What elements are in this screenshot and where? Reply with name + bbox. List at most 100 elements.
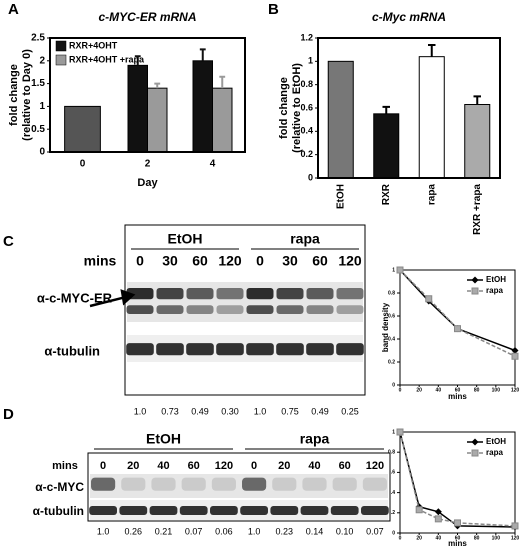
y-tick-label: 0.2: [388, 510, 395, 516]
x-tick-label: EtOH: [335, 184, 346, 209]
band: [151, 477, 176, 491]
bar: [147, 87, 168, 153]
y-tick-label: 0.6: [300, 102, 313, 112]
band: [336, 288, 364, 300]
x-tick-label: 60: [455, 387, 461, 393]
y-axis-label: (relative to Day 0): [21, 49, 33, 141]
bar: [418, 56, 445, 179]
quantification: 0.73: [161, 406, 179, 416]
band: [156, 343, 184, 356]
x-tick-label: 120: [511, 387, 520, 393]
x-tick-label: 80: [474, 387, 480, 393]
marker: [434, 515, 442, 523]
quantification: 0.10: [336, 526, 354, 536]
marker: [425, 295, 433, 303]
bar: [212, 87, 233, 153]
legend-label: rapa: [486, 448, 503, 457]
row-label: α-c-MYC: [35, 480, 84, 494]
plot-frame: [49, 37, 246, 153]
series-line: [399, 431, 516, 527]
band: [336, 343, 364, 356]
lane-label: 120: [215, 460, 233, 472]
y-tick-label: 0.6: [388, 313, 395, 319]
band: [216, 288, 244, 300]
quantification: 0.49: [311, 406, 329, 416]
bar: [464, 104, 491, 179]
quantification: 0.21: [155, 526, 173, 536]
y-tick-label: 1: [308, 56, 313, 66]
x-tick-label: 40: [436, 387, 442, 393]
y-axis-label: fold change: [278, 77, 290, 139]
band: [91, 477, 116, 491]
band: [89, 506, 117, 515]
quantification: 0.23: [276, 526, 294, 536]
error-bar: [473, 95, 482, 105]
marker: [454, 325, 461, 333]
x-tick-label: 40: [436, 535, 442, 541]
x-tick-label: 60: [455, 535, 461, 541]
series-line: [399, 269, 516, 357]
lane-axis-label: mins: [52, 460, 78, 472]
group-label: rapa: [300, 431, 330, 447]
x-tick-label: rapa: [426, 184, 437, 206]
row-label: α-tubulin: [44, 343, 100, 358]
y-tick-label: 2: [39, 55, 45, 66]
marker: [396, 266, 404, 274]
group-label: rapa: [290, 231, 320, 247]
x-tick-label: RXR +rapa: [472, 184, 483, 235]
band: [306, 305, 334, 314]
quantification: 0.49: [191, 406, 209, 416]
chart-title: c-MYC-ER mRNA: [98, 10, 196, 24]
lane-label: 60: [188, 460, 200, 472]
x-tick-label: 2: [145, 159, 151, 170]
quantification: 1.0: [248, 526, 261, 536]
lane-label: 120: [218, 253, 242, 269]
y-tick-label: 0.6: [388, 470, 395, 476]
x-axis-label: mins: [448, 539, 467, 548]
band: [270, 506, 299, 515]
band: [216, 305, 244, 314]
band: [330, 506, 359, 515]
y-tick-label: 0: [39, 147, 45, 158]
lane-label: 60: [192, 253, 208, 269]
band: [242, 477, 267, 491]
plot-frame: [399, 269, 516, 386]
lane-label: 0: [251, 460, 257, 472]
lane-label: 40: [157, 460, 169, 472]
x-tick-label: RXR: [381, 183, 392, 205]
y-tick-label: 1.2: [300, 32, 313, 42]
band: [126, 343, 154, 356]
x-axis-label: Day: [137, 177, 158, 189]
quantification: 0.07: [185, 526, 203, 536]
lane-axis-label: mins: [84, 253, 117, 269]
y-tick-label: 0: [308, 172, 313, 182]
error-bar: [199, 48, 206, 61]
band: [186, 343, 214, 356]
legend-marker: [471, 287, 479, 295]
panel-label: D: [3, 406, 14, 423]
x-tick-label: 100: [492, 535, 501, 541]
y-tick-label: 0.8: [388, 450, 395, 456]
band: [156, 305, 184, 314]
row-label: α-tubulin: [33, 504, 84, 518]
legend-label: rapa: [486, 286, 503, 295]
bar: [192, 60, 213, 153]
error-bar: [427, 44, 436, 57]
band: [300, 506, 329, 515]
legend-marker: [471, 276, 479, 284]
quantification: 1.0: [97, 526, 110, 536]
y-tick-label: 1: [39, 101, 45, 112]
lane-label: 30: [162, 253, 178, 269]
panel-label: B: [268, 1, 279, 18]
series-line: [399, 269, 516, 352]
quantification: 0.75: [281, 406, 299, 416]
marker: [434, 508, 442, 516]
quantification: 1.0: [254, 406, 267, 416]
chart-title: c-Myc mRNA: [372, 10, 446, 24]
band: [276, 288, 304, 300]
y-axis-label: fold change: [8, 64, 20, 126]
band: [332, 477, 357, 491]
legend-label: RXR+4OHT +rapa: [69, 54, 145, 64]
marker: [396, 428, 404, 436]
quantification: 0.07: [366, 526, 384, 536]
